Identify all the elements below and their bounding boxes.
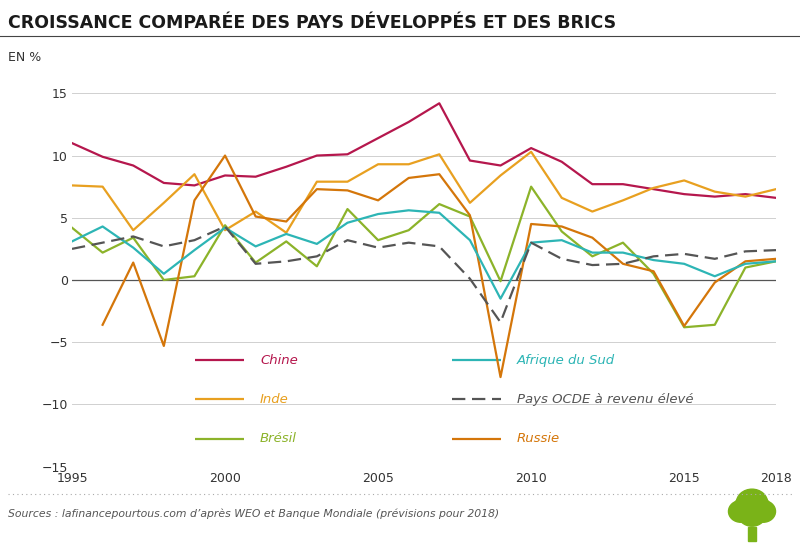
- Circle shape: [751, 501, 775, 522]
- Circle shape: [736, 489, 768, 517]
- Circle shape: [734, 496, 757, 516]
- Text: Pays OCDE à revenu élevé: Pays OCDE à revenu élevé: [517, 393, 694, 406]
- Circle shape: [747, 496, 770, 516]
- Text: Inde: Inde: [260, 393, 289, 406]
- Circle shape: [729, 501, 753, 522]
- Bar: [748, 527, 756, 541]
- Text: Afrique du Sud: Afrique du Sud: [517, 354, 615, 367]
- Text: EN %: EN %: [8, 51, 42, 64]
- Circle shape: [738, 502, 766, 526]
- Text: Russie: Russie: [517, 432, 560, 445]
- Text: CROISSANCE COMPARÉE DES PAYS DÉVELOPPÉS ET DES BRICS: CROISSANCE COMPARÉE DES PAYS DÉVELOPPÉS …: [8, 14, 616, 32]
- Text: Sources : lafinancepourtous.com d’après WEO et Banque Mondiale (prévisions pour : Sources : lafinancepourtous.com d’après …: [8, 508, 499, 519]
- Text: Chine: Chine: [260, 354, 298, 367]
- Text: Brésil: Brésil: [260, 432, 297, 445]
